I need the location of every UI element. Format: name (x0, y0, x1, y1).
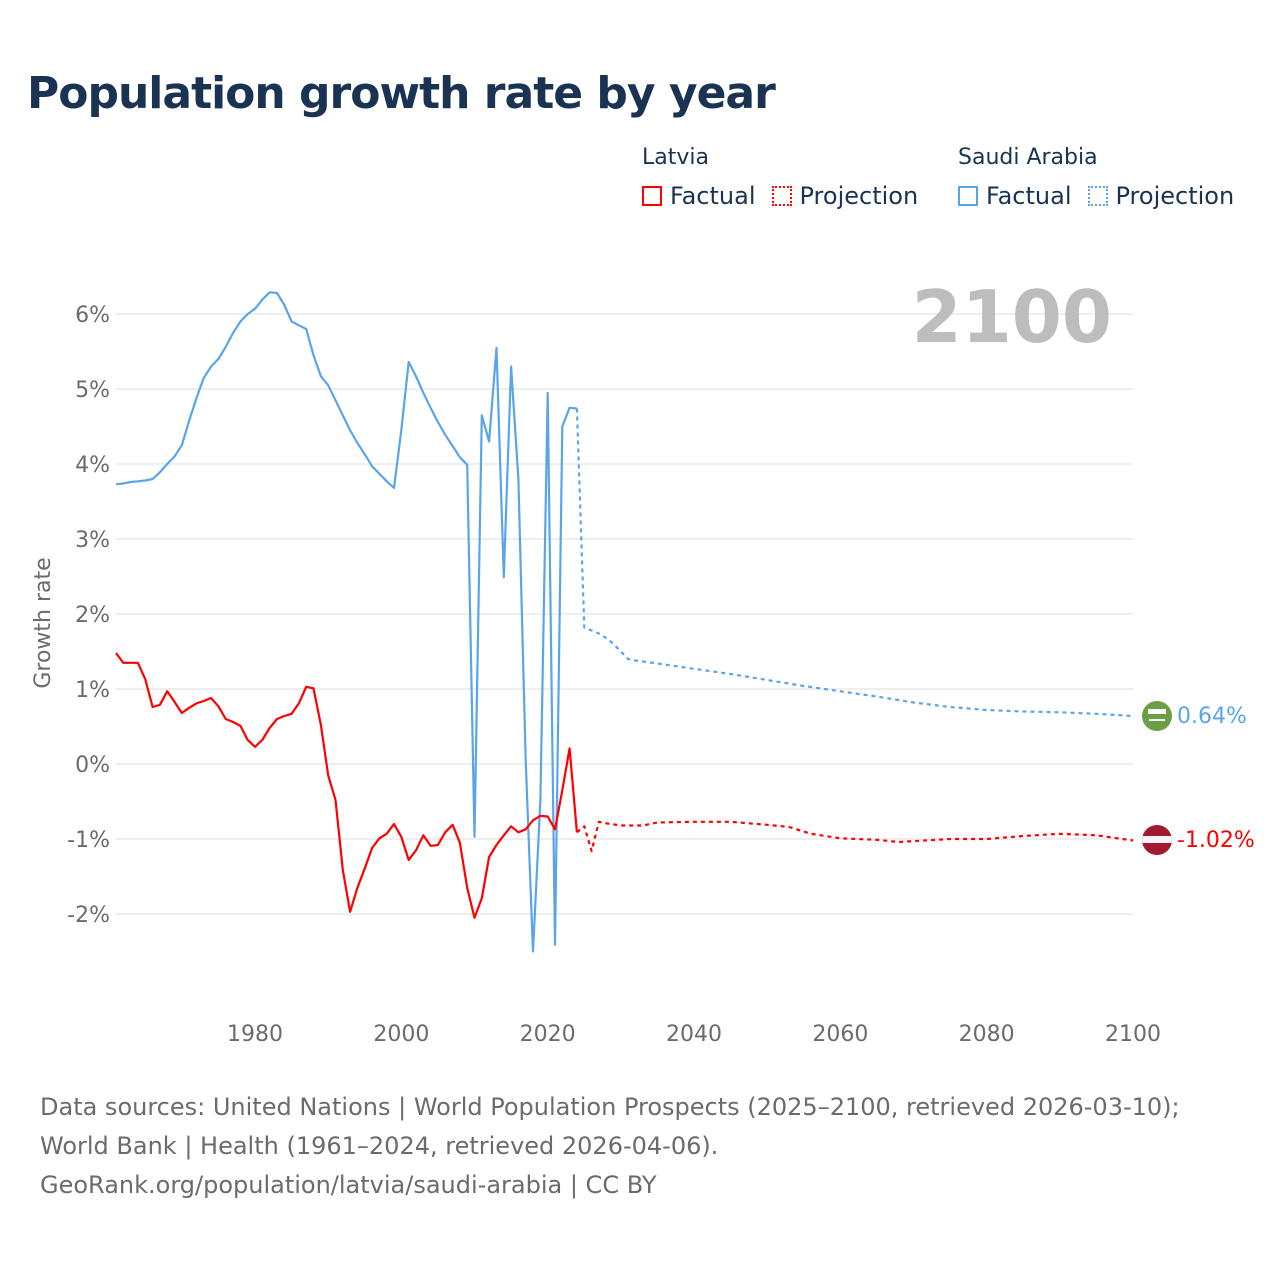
legend-swatch (958, 186, 978, 206)
chart-title: Population growth rate by year (27, 68, 776, 119)
saudi-end-label: 0.64% (1177, 704, 1247, 729)
legend-swatch (642, 186, 662, 206)
y-tick-label: 4% (75, 453, 110, 478)
x-tick-label: 2040 (666, 1022, 722, 1047)
x-tick-label: 2000 (373, 1022, 429, 1047)
latvia-end-label: -1.02% (1177, 828, 1255, 853)
y-tick-label: 5% (75, 378, 110, 403)
y-tick-label: -2% (67, 903, 110, 928)
source-line-1: Data sources: United Nations | World Pop… (40, 1093, 1180, 1160)
y-tick-label: 0% (75, 753, 110, 778)
legend-saudi-projection[interactable]: Projection (1087, 182, 1235, 210)
y-tick-label: -1% (67, 828, 110, 853)
latvia-flag-icon (1142, 825, 1172, 855)
legend-title-saudi-arabia: Saudi Arabia (958, 145, 1098, 170)
legend-latvia-factual[interactable]: Factual (642, 182, 756, 210)
legend-latvia: Latvia Factual Projection (642, 145, 934, 210)
legend-saudi-arabia: Saudi Arabia Factual Projection (958, 145, 1250, 210)
legend-label: Factual (670, 182, 756, 210)
x-tick-label: 2060 (812, 1022, 868, 1047)
plot-area: -2% -1% 0% 1% 2% 3% 4% 5% 6% 1980 2000 2020 2040 2060… (31, 275, 1255, 1047)
y-tick-label: 3% (75, 528, 110, 553)
legend-swatch (1087, 186, 1108, 206)
y-tick-label: 1% (75, 678, 110, 703)
legend-label: Projection (799, 182, 919, 210)
series-line-saudi-arabia-factual (115, 291, 578, 953)
legend-saudi-factual[interactable]: Factual (958, 182, 1072, 210)
x-tick-label: 2020 (520, 1022, 576, 1047)
y-axis-label: Growth rate (31, 557, 56, 688)
legend-swatch (771, 186, 792, 206)
source-line-2[interactable]: GeoRank.org/population/latvia/saudi-arab… (40, 1171, 657, 1199)
series-line-saudi-arabia-projection (575, 408, 1134, 718)
source-note: Data sources: United Nations | World Pop… (40, 1088, 1240, 1205)
legend-title-latvia: Latvia (642, 145, 709, 170)
legend-label: Factual (986, 182, 1072, 210)
x-tick-label: 2100 (1105, 1022, 1161, 1047)
y-tick-label: 6% (75, 303, 110, 328)
year-watermark: 2100 (912, 275, 1112, 359)
legend-latvia-projection[interactable]: Projection (771, 182, 919, 210)
x-tick-label: 1980 (227, 1022, 283, 1047)
legend-label: Projection (1115, 182, 1235, 210)
x-tick-label: 2080 (959, 1022, 1015, 1047)
y-tick-label: 2% (75, 603, 110, 628)
saudi-arabia-flag-icon (1142, 701, 1172, 731)
series-line-latvia-projection (576, 820, 1134, 853)
series-line-latvia-factual (115, 652, 578, 919)
